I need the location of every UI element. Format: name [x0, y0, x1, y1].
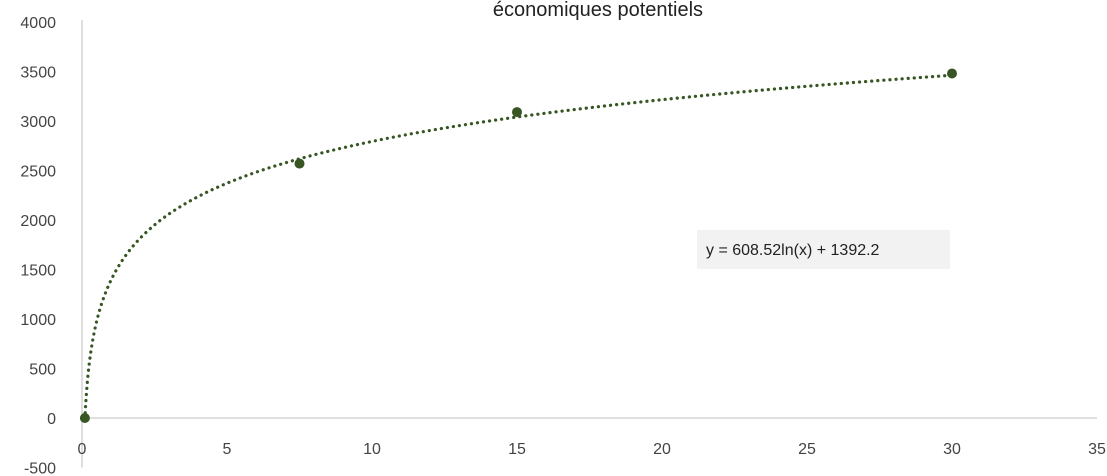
- y-tick-label: 3000: [20, 114, 56, 131]
- x-tick-label: 0: [78, 441, 87, 458]
- y-tick-label: 2500: [20, 164, 56, 181]
- x-tick-label: 5: [223, 441, 232, 458]
- x-tick-label: 35: [1088, 441, 1106, 458]
- axes: [81, 20, 1097, 468]
- y-tick-label: 4000: [20, 15, 56, 32]
- y-tick-label: 500: [29, 362, 56, 379]
- x-axis-ticks: 0 5 10 15 20 25 30 35: [78, 441, 1106, 458]
- chart-title-text: économiques potentiels: [493, 0, 703, 21]
- data-point: [512, 107, 522, 118]
- x-tick-label: 25: [798, 441, 816, 458]
- data-point: [294, 158, 305, 169]
- y-tick-label: 3500: [20, 65, 56, 82]
- x-tick-label: 20: [653, 441, 671, 458]
- y-tick-label: -500: [24, 461, 56, 476]
- y-tick-label: 1000: [20, 312, 56, 329]
- trendline-equation-box: y = 608.52ln(x) + 1392.2: [697, 230, 950, 269]
- y-tick-label: 0: [47, 411, 56, 428]
- data-point: [79, 413, 90, 423]
- x-tick-label: 10: [363, 441, 381, 458]
- y-tick-label: 2000: [20, 213, 56, 230]
- data-points: [79, 68, 957, 423]
- chart-title: économiques potentiels: [493, 0, 703, 21]
- equation-background: [697, 230, 950, 269]
- trendline-equation: y = 608.52ln(x) + 1392.2: [706, 242, 880, 259]
- x-tick-label: 30: [943, 441, 961, 458]
- data-point: [947, 68, 957, 79]
- x-tick-label: 15: [508, 441, 526, 458]
- y-tick-label: 1500: [20, 263, 56, 280]
- y-axis-ticks: -500 0 500 1000 1500 2000 2500 3000 3500 4000: [20, 15, 56, 476]
- trendline: [83, 73, 954, 421]
